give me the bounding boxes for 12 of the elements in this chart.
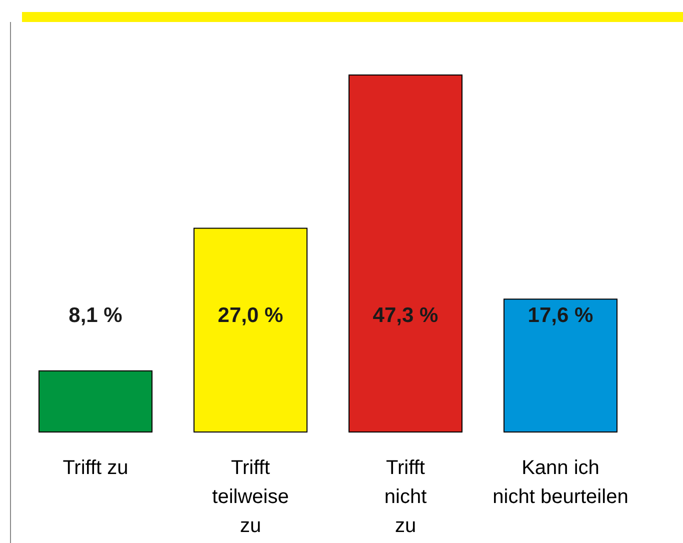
x-tick-label: Trifft teilweise zu	[212, 457, 289, 537]
bar	[504, 298, 618, 432]
data-label: 27,0 %	[218, 304, 284, 327]
bar	[194, 228, 308, 432]
x-tick-label: Trifft zu	[62, 457, 128, 479]
x-tick-label: Kann ich nicht beurteilen	[492, 457, 628, 508]
bar	[38, 370, 152, 432]
data-label: 8,1 %	[68, 304, 123, 327]
data-label: 17,6 %	[528, 304, 594, 327]
x-tick-label: Trifft nicht zu	[384, 457, 428, 537]
bar	[348, 74, 462, 432]
data-label: 47,3 %	[372, 304, 439, 327]
